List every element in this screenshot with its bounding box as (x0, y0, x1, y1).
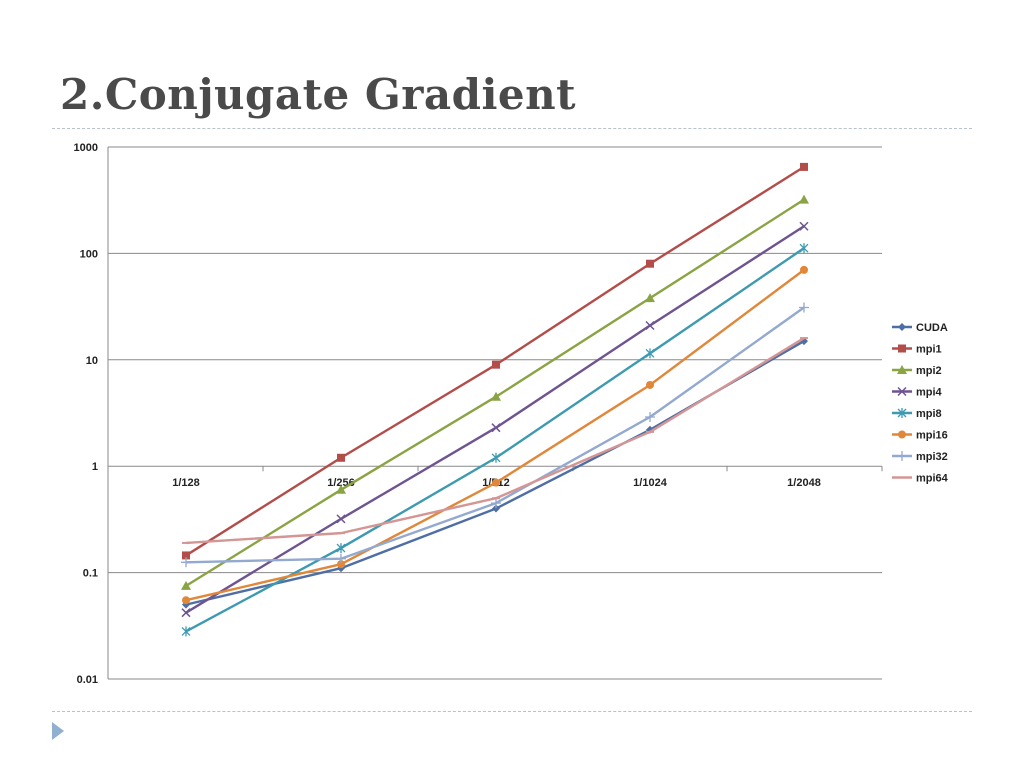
data-point (645, 320, 655, 331)
y-tick-label: 10 (86, 355, 98, 367)
data-point (645, 412, 655, 423)
series-mpi4 (181, 221, 809, 618)
series-mpi8 (181, 243, 809, 637)
data-point (645, 293, 655, 303)
series-line (185, 337, 805, 545)
series-mpi32 (181, 302, 809, 568)
series-line (185, 306, 805, 564)
legend-entry: mpi2 (892, 365, 942, 377)
data-point (181, 626, 191, 637)
chart-axes: 10001001010.10.011/1281/2561/5121/10241/… (74, 142, 883, 686)
legend-entry: mpi8 (892, 408, 942, 420)
data-point (897, 408, 907, 418)
legend-label: mpi64 (916, 473, 949, 485)
data-point (897, 386, 907, 397)
legend-label: mpi8 (916, 408, 942, 420)
y-tick-label: 0.01 (77, 674, 98, 686)
data-point (897, 365, 907, 374)
data-point (491, 452, 501, 463)
data-point (492, 360, 500, 369)
data-point (492, 504, 500, 513)
chart-legend: CUDA mpi1 mpi2 mpi4 mpi8 mpi16 mpi32 mpi64 (892, 322, 949, 485)
footer-divider (52, 711, 972, 712)
data-point (799, 302, 809, 313)
data-point (336, 514, 346, 524)
data-point (336, 484, 346, 494)
data-point (337, 560, 345, 569)
data-point (645, 348, 655, 359)
data-point (646, 259, 654, 268)
data-point (491, 498, 501, 509)
series-mpi1 (182, 162, 808, 560)
chart-series (181, 162, 809, 637)
data-point (337, 453, 345, 462)
legend-label: mpi4 (916, 387, 943, 399)
data-point (799, 221, 809, 231)
series-line (185, 340, 805, 606)
data-point (336, 543, 346, 554)
legend-entry: CUDA (892, 322, 948, 334)
y-tick-label: 1 (92, 461, 98, 473)
data-point (898, 344, 906, 353)
data-point (181, 608, 191, 618)
data-point (182, 551, 190, 560)
data-point (181, 580, 191, 590)
y-tick-label: 0.1 (83, 568, 98, 580)
y-tick-label: 100 (80, 248, 98, 260)
legend-entry: mpi4 (892, 387, 943, 399)
title-divider (52, 128, 972, 129)
data-point (799, 194, 809, 204)
data-point (799, 243, 809, 254)
x-tick-label: 1/2048 (787, 477, 821, 489)
legend-label: CUDA (916, 322, 948, 334)
legend-entry: mpi1 (892, 344, 942, 356)
legend-label: mpi2 (916, 365, 942, 377)
series-mpi64 (182, 337, 808, 545)
legend-label: mpi1 (916, 344, 942, 356)
series-line (185, 225, 805, 614)
data-point (182, 596, 190, 605)
series-line (185, 268, 805, 602)
data-point (898, 323, 906, 331)
data-point (336, 553, 346, 564)
legend-label: mpi32 (916, 451, 948, 463)
data-point (181, 557, 191, 568)
data-point (491, 423, 501, 433)
series-line (185, 247, 805, 633)
data-point (897, 451, 907, 461)
next-slide-arrow-icon[interactable] (52, 722, 64, 740)
data-point (491, 391, 501, 401)
series-mpi2 (181, 194, 809, 590)
x-tick-label: 1/1024 (633, 477, 668, 489)
legend-entry: mpi64 (892, 473, 949, 485)
y-tick-label: 1000 (74, 142, 98, 154)
chart-grid (108, 146, 882, 680)
legend-entry: mpi32 (892, 451, 948, 463)
series-line (185, 198, 805, 587)
data-point (898, 430, 906, 439)
data-point (492, 478, 500, 487)
legend-entry: mpi16 (892, 430, 948, 442)
data-point (800, 265, 808, 274)
data-point (800, 162, 808, 171)
x-tick-label: 1/128 (172, 477, 200, 489)
legend-label: mpi16 (916, 430, 948, 442)
series-cuda (182, 337, 808, 609)
data-point (646, 380, 654, 389)
series-mpi16 (182, 265, 808, 605)
slide-title: 2.Conjugate Gradient (60, 70, 577, 119)
